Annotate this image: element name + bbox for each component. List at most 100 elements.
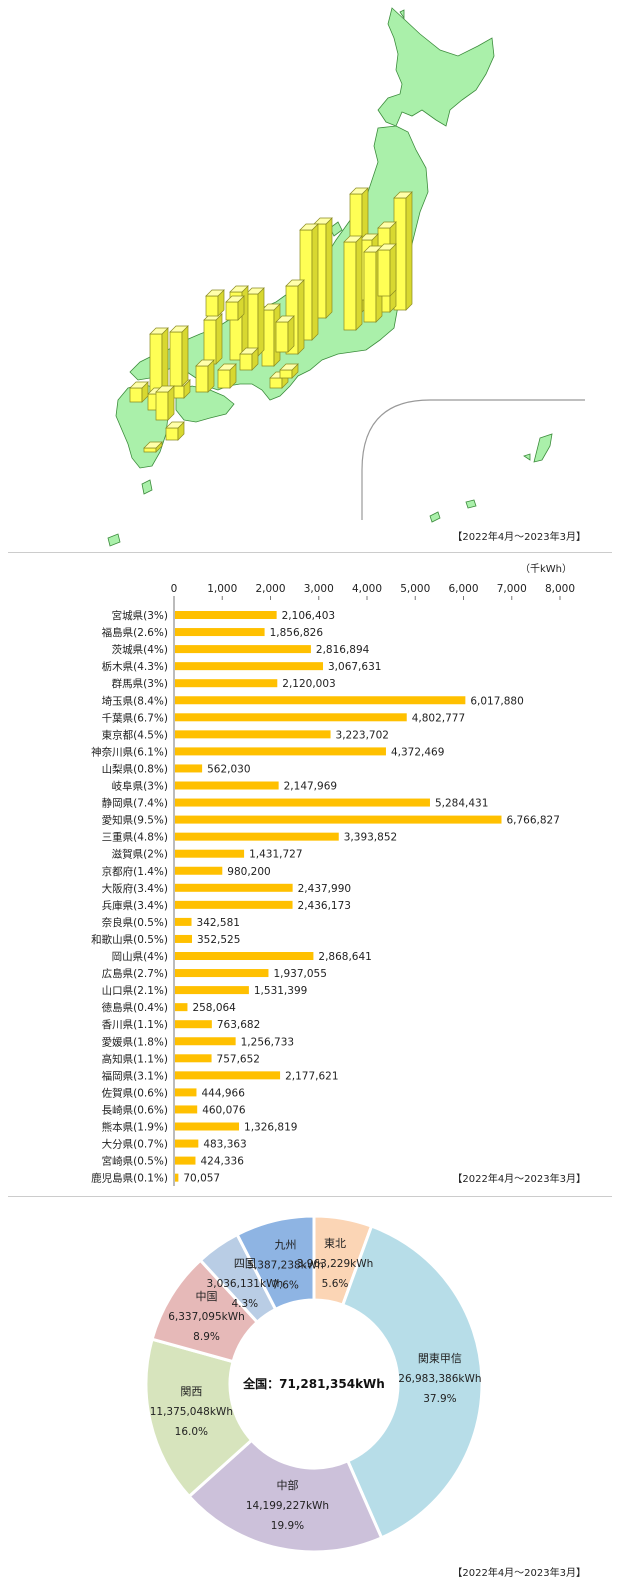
value-label: 483,363 [203,1139,246,1151]
map-bar-top [205,289,225,297]
donut-slice [187,1438,384,1554]
category-label: 宮城県(3%) [112,609,168,622]
bar [175,1156,196,1165]
map-bar-front [363,251,377,323]
map-bar-top [393,191,413,199]
category-label: 岡山県(4%) [112,951,168,963]
slice-value-label: 3,036,131kWh [207,1278,284,1290]
value-label: 2,106,403 [282,610,335,622]
value-label: 5,284,431 [435,798,488,810]
slice-value-label: 6,337,095kWh [168,1311,245,1323]
map-bar-top [349,187,369,195]
donut-chart-section: 東北 3,963,229kWh 5.6% 関東甲信 26,983,386kWh 37.9%… [0,1200,620,1582]
value-label: 2,436,173 [298,900,351,912]
map-bar-front [343,241,357,331]
value-label: 757,652 [217,1053,260,1065]
bar-period-label: 【2022年4月～2023年3月】 [452,1174,586,1185]
map-bar-top [225,295,245,303]
donut-labels: 東北 3,963,229kWh 5.6% 関東甲信 26,983,386kWh 37.9%… [150,1237,482,1532]
bar-chart-section: （千kWh） 0 1,000 2,000 3,000 4,000 5,000 6,000 7,… [0,556,620,1194]
bar [175,1122,240,1131]
x-tick-label: 4,000 [352,583,382,595]
category-label: 千葉県(6.7%) [102,711,168,724]
value-label: 4,372,469 [391,746,444,758]
value-label: 1,856,826 [270,627,324,639]
bar [175,764,203,773]
map-bar-top [195,359,215,367]
donut-center-label: 全国：71,281,354kWh [242,1376,385,1391]
pie-period-label: 【2022年4月～2023年3月】 [452,1568,586,1579]
slice-percent-label: 7.6% [272,1279,299,1291]
value-label: 6,017,880 [470,695,523,707]
value-label: 3,067,631 [328,661,381,673]
value-label: 352,525 [197,934,240,946]
category-label: 岐阜県(3%) [112,780,168,793]
category-label: 愛知県(9.5%) [102,814,168,827]
map-bar-front [129,387,143,403]
x-tick-label: 2,000 [255,583,285,595]
amami-island [107,533,121,547]
bar [175,1173,179,1182]
map-bar-side [297,279,305,355]
bar [175,611,277,619]
hokkaido-shape [377,7,495,127]
value-label: 1,256,733 [241,1036,294,1048]
category-label: 和歌山県(0.5%) [91,933,168,946]
map-bars [129,187,413,453]
map-bar-front [165,427,179,441]
value-label: 1,326,819 [244,1122,297,1134]
value-label: 2,437,990 [298,883,351,895]
map-bar-top [239,347,259,355]
value-label: 460,076 [202,1104,246,1116]
slice-value-label: 11,375,048kWh [150,1406,233,1418]
map-section: 【2022年4月～2023年3月】 [0,0,620,550]
sado-island [329,221,343,237]
bar [175,696,466,705]
map-bar-front [269,377,283,389]
map-bar-side [405,191,413,311]
bar [175,713,407,722]
okinawa-island-1 [533,433,553,463]
category-label: 徳島県(0.4%) [102,1001,168,1014]
donut-slice [235,1214,316,1312]
category-label: 兵庫県(3.4%) [102,899,168,912]
map-bar-top [229,285,249,293]
map-bar-top [343,235,363,243]
category-label: 栃木県(4.3%) [102,660,168,673]
category-label: 京都府(1.4%) [102,865,168,878]
x-tick-label: 1,000 [207,583,237,595]
map-bar-side [181,325,189,387]
okinawa-island-2 [465,499,477,509]
bar [175,815,502,824]
map-bar-top [155,385,175,393]
map-bar-top [285,279,305,287]
bar [175,679,278,688]
value-label: 6,766,827 [506,815,559,827]
slice-percent-label: 37.9% [423,1393,456,1405]
map-bar-top [275,315,295,323]
map-bar-front [195,365,209,393]
bar [175,883,293,892]
x-tick-label: 5,000 [400,583,430,595]
category-label: 滋賀県(2%) [112,848,168,861]
category-label: 愛媛県(1.8%) [102,1035,168,1048]
value-label: 3,223,702 [336,729,389,741]
value-label: 763,682 [217,1019,260,1031]
map-bar-front [275,321,289,353]
bar [175,1037,236,1046]
map-bar-front [225,301,239,321]
category-label: 宮崎県(0.5%) [102,1155,168,1168]
divider-2 [8,1196,612,1197]
bars: 宮城県(3%) 2,106,403 福島県(2.6%) 1,856,826 茨城県(4%… [91,609,560,1185]
category-label: 広島県(2.7%) [102,967,168,980]
map-bar-front [143,447,157,453]
bar [175,934,193,943]
slice-value-label: 5,387,238kWh [247,1259,324,1271]
slice-percent-label: 19.9% [271,1520,304,1532]
map-bar-top [165,421,185,429]
map-bar-side [215,313,223,365]
bar [175,986,249,995]
bar [175,798,430,807]
okinawa-island-3 [429,511,441,523]
map-bar-side [389,243,397,297]
